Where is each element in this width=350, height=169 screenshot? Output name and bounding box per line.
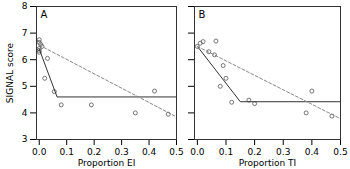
svg-text:Proportion TI: Proportion TI (239, 158, 296, 168)
svg-text:0.2: 0.2 (247, 147, 261, 157)
svg-text:B: B (199, 9, 206, 20)
svg-text:Proportion EI: Proportion EI (78, 158, 136, 168)
svg-text:8: 8 (22, 1, 28, 11)
svg-text:0.5: 0.5 (169, 147, 183, 157)
svg-text:6: 6 (22, 55, 28, 65)
svg-text:0.0: 0.0 (190, 147, 205, 157)
svg-text:SIGNAL score: SIGNAL score (5, 42, 15, 103)
svg-text:0.4: 0.4 (305, 147, 320, 157)
svg-text:5: 5 (22, 81, 28, 91)
svg-text:0.0: 0.0 (32, 147, 47, 157)
svg-text:0.4: 0.4 (142, 147, 157, 157)
svg-text:0.1: 0.1 (219, 147, 233, 157)
svg-text:0.3: 0.3 (114, 147, 128, 157)
svg-text:0.3: 0.3 (276, 147, 290, 157)
svg-text:A: A (41, 9, 48, 20)
svg-text:0.5: 0.5 (333, 147, 347, 157)
svg-text:7: 7 (22, 28, 28, 38)
svg-text:0.1: 0.1 (60, 147, 74, 157)
svg-text:0.2: 0.2 (87, 147, 101, 157)
svg-text:3: 3 (22, 134, 28, 144)
svg-text:4: 4 (22, 108, 28, 118)
